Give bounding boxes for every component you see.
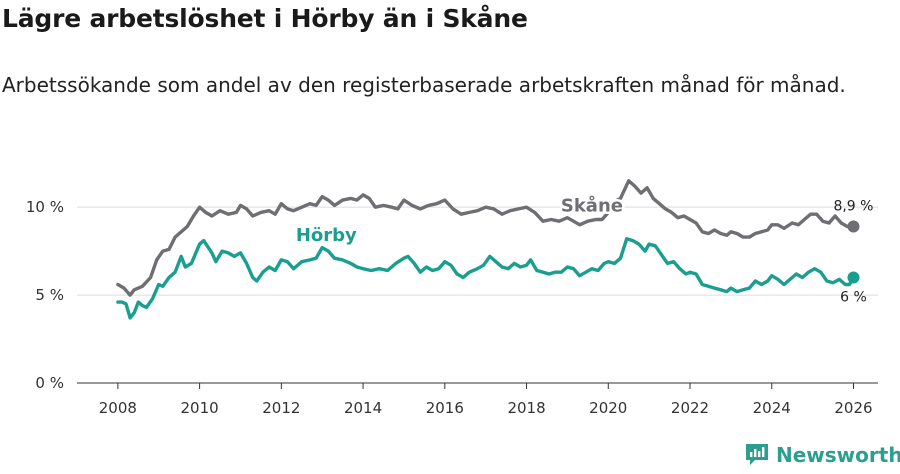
x-tick-label: 2026 — [834, 399, 872, 417]
x-tick-label: 2014 — [344, 399, 382, 417]
y-tick-label: 0 % — [35, 374, 64, 392]
series-end-label: 8,9 % — [833, 199, 873, 215]
y-tick-label: 10 % — [26, 198, 64, 216]
grid-lines — [77, 206, 878, 296]
series-lines — [116, 179, 860, 320]
x-tick-label: 2024 — [753, 399, 791, 417]
series-labels: 8,9 % 6 % Skåne Hörby — [293, 192, 873, 306]
newsworthy-logo-icon — [746, 444, 768, 465]
x-tick-label: 2008 — [99, 399, 137, 417]
x-tick-label: 2012 — [262, 399, 300, 417]
series-end-label: 6 % — [840, 290, 867, 306]
series-end-marker — [847, 220, 860, 233]
series-name-label: Skåne — [561, 194, 623, 216]
y-tick-label: 5 % — [35, 286, 64, 304]
chart-title: Lägre arbetslöshet i Hörby än i Skåne — [2, 4, 528, 33]
series-line-horby — [116, 237, 856, 320]
x-tick-label: 2016 — [426, 399, 464, 417]
brand-name: Newsworthy — [776, 443, 900, 467]
x-tick-label: 2010 — [181, 399, 219, 417]
series-line-skane — [116, 179, 856, 297]
x-tick-label: 2018 — [507, 399, 545, 417]
x-tick-label: 2020 — [589, 399, 627, 417]
x-axis: 2008 2010 2012 2014 2016 2018 2020 2022 2024 2026 — [77, 382, 878, 417]
x-tick-label: 2022 — [671, 399, 709, 417]
chart-subtitle: Arbetssökande som andel av den registerb… — [2, 73, 846, 97]
series-end-marker — [847, 271, 860, 284]
series-name-label: Hörby — [296, 225, 357, 246]
y-axis: 0 % 5 % 10 % — [26, 198, 64, 392]
newsworthy-brand: Newsworthy — [745, 443, 900, 467]
